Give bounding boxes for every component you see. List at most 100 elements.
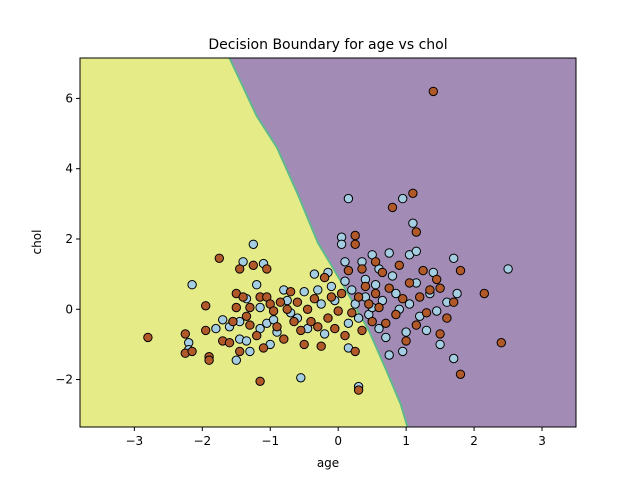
- x-tick-label: −2: [193, 434, 211, 448]
- data-point-series-1: [238, 292, 248, 302]
- data-point-series-1: [319, 272, 330, 283]
- data-point-series-1: [398, 294, 408, 304]
- data-point-series-1: [418, 265, 428, 276]
- x-tick-label: 2: [470, 434, 478, 448]
- data-point-series-0: [384, 350, 394, 360]
- y-tick-label: 6: [65, 91, 73, 105]
- data-point-series-1: [455, 265, 466, 276]
- data-point-series-1: [323, 313, 333, 323]
- data-point-series-0: [391, 288, 401, 299]
- data-point-series-0: [432, 306, 442, 316]
- data-point-series-0: [370, 280, 381, 290]
- data-point-series-0: [343, 193, 354, 204]
- data-point-series-1: [347, 308, 357, 318]
- plot-area: [79, 57, 577, 428]
- x-tick-label: −1: [261, 434, 279, 448]
- data-point-series-1: [370, 257, 381, 267]
- data-point-series-0: [408, 218, 418, 228]
- axes-frame: [79, 57, 577, 428]
- data-point-series-1: [357, 264, 367, 274]
- data-point-series-1: [401, 336, 411, 346]
- data-point-series-1: [425, 285, 435, 295]
- data-point-series-1: [387, 202, 398, 213]
- data-point-series-1: [364, 299, 374, 309]
- data-point-series-0: [309, 269, 320, 279]
- chart-title: Decision Boundary for age vs chol: [208, 37, 447, 53]
- data-point-series-1: [187, 346, 197, 357]
- data-point-series-1: [353, 292, 364, 302]
- data-point-series-0: [218, 315, 228, 325]
- data-point-series-1: [299, 339, 309, 350]
- data-point-series-1: [231, 302, 242, 313]
- x-tick-label: 0: [334, 434, 342, 448]
- data-point-series-1: [421, 308, 432, 318]
- data-point-series-1: [309, 294, 320, 304]
- data-point-series-1: [394, 260, 404, 270]
- data-point-series-1: [285, 287, 296, 297]
- y-tick-label: 2: [65, 232, 73, 246]
- data-point-series-1: [340, 330, 350, 341]
- data-point-series-1: [143, 332, 153, 343]
- data-point-series-1: [442, 313, 452, 323]
- data-point-series-0: [347, 285, 357, 295]
- data-point-series-0: [343, 318, 354, 328]
- data-point-series-1: [326, 292, 337, 302]
- data-point-series-1: [245, 320, 255, 330]
- data-point-series-0: [353, 313, 364, 323]
- data-point-series-1: [258, 343, 269, 353]
- x-axis: −3 −2 −1 0 1 2 3: [126, 427, 546, 448]
- data-point-series-1: [228, 316, 238, 327]
- data-point-series-1: [241, 311, 252, 321]
- data-point-series-0: [316, 299, 326, 309]
- y-tick-label: 4: [65, 162, 73, 176]
- data-point-series-1: [275, 297, 286, 307]
- scatter-points: [143, 86, 513, 395]
- data-point-series-1: [479, 288, 489, 299]
- data-point-series-1: [411, 227, 421, 237]
- decision-boundary-line: [228, 57, 409, 428]
- data-point-series-0: [452, 288, 462, 299]
- data-point-series-1: [204, 355, 214, 365]
- data-point-series-1: [496, 338, 506, 348]
- data-point-series-1: [350, 346, 360, 357]
- data-point-series-0: [381, 332, 391, 343]
- data-point-series-0: [211, 323, 221, 334]
- data-point-series-0: [449, 253, 459, 263]
- data-point-series-1: [316, 341, 326, 351]
- data-point-series-0: [319, 329, 330, 339]
- data-point-series-0: [299, 287, 309, 297]
- data-point-series-0: [241, 336, 252, 346]
- data-point-series-1: [428, 86, 438, 97]
- data-point-series-1: [415, 292, 425, 302]
- x-tick-label: 3: [538, 434, 546, 448]
- data-point-series-1: [381, 318, 391, 328]
- data-point-series-1: [289, 316, 299, 327]
- data-point-series-1: [268, 306, 279, 316]
- data-point-series-1: [292, 297, 303, 307]
- data-point-series-0: [245, 346, 255, 357]
- y-tick-label: 0: [65, 302, 73, 316]
- data-point-series-1: [306, 316, 316, 327]
- data-point-series-1: [252, 330, 262, 341]
- data-point-series-1: [370, 288, 381, 299]
- data-point-series-1: [449, 297, 459, 307]
- data-point-series-0: [252, 280, 262, 290]
- data-point-series-1: [404, 278, 415, 288]
- data-point-series-0: [398, 193, 408, 204]
- data-point-series-1: [201, 301, 211, 311]
- data-point-series-1: [302, 304, 313, 314]
- data-point-series-1: [350, 230, 360, 241]
- data-point-series-1: [411, 320, 421, 330]
- data-point-series-0: [503, 264, 513, 274]
- x-tick-label: −3: [126, 434, 144, 448]
- x-axis-label: age: [317, 456, 339, 470]
- data-point-series-1: [180, 329, 191, 339]
- data-point-series-1: [333, 306, 343, 316]
- data-point-series-1: [330, 323, 340, 334]
- data-point-series-0: [435, 339, 445, 350]
- data-point-series-1: [272, 322, 282, 332]
- data-point-series-1: [408, 188, 418, 199]
- data-point-series-1: [245, 302, 255, 313]
- data-point-series-0: [255, 302, 265, 313]
- data-point-series-0: [401, 327, 411, 337]
